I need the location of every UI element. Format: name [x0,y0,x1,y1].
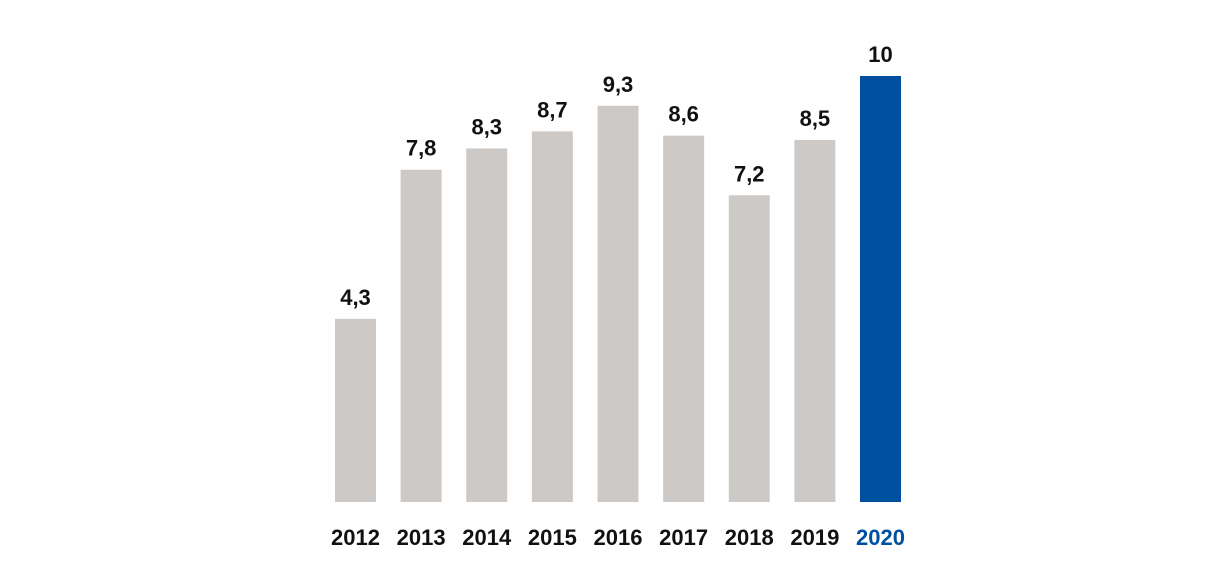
bar-2015 [531,131,573,502]
category-label-2015: 2015 [528,525,577,550]
bar-2019 [794,139,836,502]
category-label-2019: 2019 [790,525,839,550]
bar-2013 [400,169,442,502]
value-label-2014: 8,3 [471,114,502,139]
bar-2020 [860,76,901,502]
value-label-2016: 9,3 [603,72,634,97]
value-label-2013: 7,8 [406,136,437,161]
value-label-2020: 10 [868,42,892,67]
value-label-2018: 7,2 [734,161,765,186]
bar-2018 [728,195,770,502]
bar-2012 [335,318,376,502]
bar-2014 [466,148,508,503]
value-label-2017: 8,6 [668,102,699,127]
category-label-2014: 2014 [462,525,512,550]
category-label-2017: 2017 [659,525,708,550]
category-label-2013: 2013 [397,525,446,550]
category-label-2020: 2020 [856,525,905,550]
category-labels-layer: 2012 2013 2014 2015 2016 2017 2018 2019 2020 [331,525,905,550]
category-label-2012: 2012 [331,525,380,550]
category-label-2018: 2018 [725,525,774,550]
value-labels-layer: 4,3 7,8 8,3 8,7 9,3 8,6 7,2 8,5 10 [340,42,893,310]
bar-2016 [597,105,639,502]
value-label-2019: 8,5 [800,106,831,131]
bars-layer [335,76,901,503]
value-label-2015: 8,7 [537,97,568,122]
bar-2017 [663,135,705,502]
value-label-2012: 4,3 [340,285,371,310]
category-label-2016: 2016 [594,525,643,550]
